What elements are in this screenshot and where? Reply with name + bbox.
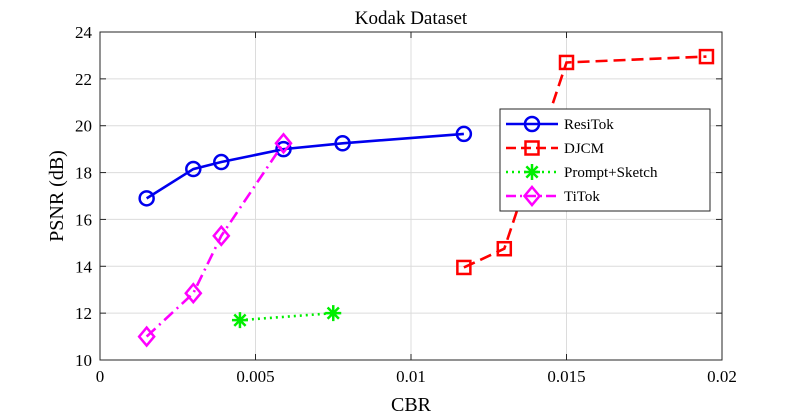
data-point-djcm xyxy=(456,259,472,276)
legend-marker xyxy=(523,115,541,133)
series-line-prompt-sketch xyxy=(239,311,334,322)
x-axis-label: CBR xyxy=(391,394,432,416)
chart-title: Kodak Dataset xyxy=(355,8,468,29)
legend-marker xyxy=(524,140,540,156)
y-tick-label: 18 xyxy=(75,164,92,183)
y-tick-label: 22 xyxy=(75,70,92,89)
data-point-prompt-sketch xyxy=(325,305,342,322)
y-tick-label: 14 xyxy=(75,257,93,276)
plot-series xyxy=(137,48,715,348)
data-point-resitok xyxy=(213,153,230,171)
series-line-resitok xyxy=(145,132,464,200)
legend-marker xyxy=(524,164,540,180)
y-tick-label: 24 xyxy=(75,23,93,42)
legend-item-djcm: DJCM xyxy=(506,140,604,157)
series-line-titok xyxy=(145,142,285,338)
series-prompt-sketch xyxy=(231,305,342,329)
data-point-resitok xyxy=(185,160,202,178)
legend-label: ResiTok xyxy=(564,117,614,133)
legend-label: Prompt+Sketch xyxy=(564,165,658,181)
x-tick-label: 0.005 xyxy=(236,367,274,386)
legend: ResiTok DJCM Prompt+Sketch TiTok xyxy=(499,108,711,212)
x-tick-label: 0 xyxy=(96,367,105,386)
legend-box xyxy=(499,108,711,212)
x-tick-label: 0.01 xyxy=(396,367,426,386)
legend-label: TiTok xyxy=(564,189,600,205)
data-point-djcm xyxy=(698,48,715,65)
legend-item-resitok: ResiTok xyxy=(506,115,614,133)
legend-marker xyxy=(522,185,542,207)
data-point-titok xyxy=(137,325,156,348)
data-point-titok xyxy=(212,224,231,247)
data-point-resitok xyxy=(334,135,351,152)
data-point-djcm xyxy=(558,54,575,71)
x-tick-label: 0.02 xyxy=(707,367,737,386)
legend-label: DJCM xyxy=(564,141,604,157)
data-point-titok xyxy=(184,282,203,305)
data-point-titok xyxy=(274,132,293,155)
y-tick-label: 10 xyxy=(75,351,92,370)
data-point-resitok xyxy=(138,190,155,207)
series-djcm xyxy=(456,48,715,276)
series-titok xyxy=(137,132,293,348)
legend-item-prompt-sketch: Prompt+Sketch xyxy=(506,164,658,181)
data-point-resitok xyxy=(275,140,292,158)
data-point-resitok xyxy=(455,125,473,143)
y-tick-label: 20 xyxy=(75,117,92,136)
y-tick-label: 12 xyxy=(75,304,92,323)
y-axis-label: PSNR (dB) xyxy=(46,150,68,242)
axis-ticks: 0 0.005 0.01 0.015 0.02 10 12 14 16 18 20 22 24 xyxy=(75,23,737,386)
series-resitok xyxy=(138,125,473,207)
y-tick-label: 16 xyxy=(75,210,92,229)
legend-item-titok: TiTok xyxy=(506,185,600,207)
data-point-prompt-sketch xyxy=(231,312,248,329)
x-tick-label: 0.015 xyxy=(547,367,585,386)
data-point-djcm xyxy=(496,240,513,257)
series-line-djcm xyxy=(463,55,707,269)
